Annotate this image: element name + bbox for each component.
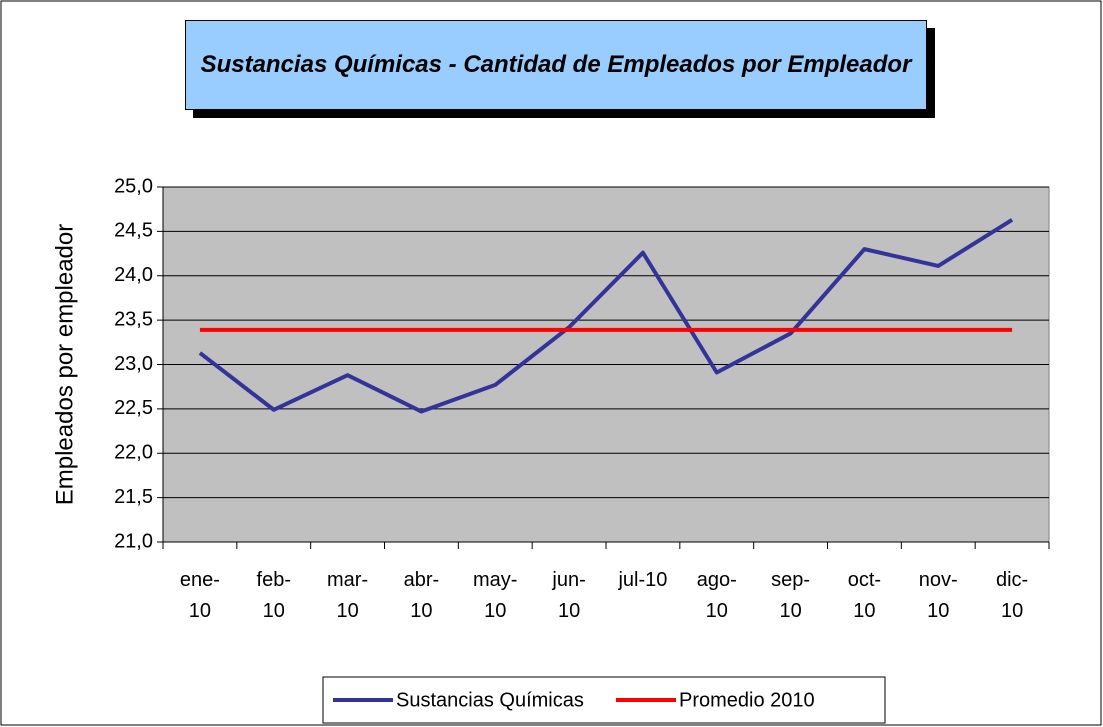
x-tick-label: abr-10 — [403, 569, 440, 622]
y-tick-label: 22,5 — [114, 397, 153, 419]
y-tick-label: 21,0 — [114, 530, 153, 552]
x-tick-label: oct-10 — [847, 569, 882, 622]
y-tick-label: 25,0 — [114, 175, 153, 197]
x-tick-label: feb-10 — [256, 569, 291, 622]
legend-label: Sustancias Químicas — [396, 689, 584, 711]
y-tick-label: 23,5 — [114, 308, 153, 330]
y-tick-label: 24,0 — [114, 264, 153, 286]
legend-label: Promedio 2010 — [679, 689, 815, 711]
series-line — [198, 218, 1014, 414]
x-tick-label: dic-10 — [995, 569, 1029, 622]
x-tick-label: ago-10 — [696, 569, 737, 622]
y-tick-label: 21,5 — [114, 486, 153, 508]
x-tick-label: jun-10 — [552, 569, 586, 622]
x-tick-label: may-10 — [473, 569, 518, 622]
y-tick-label: 24,5 — [114, 220, 153, 242]
y-axis-label: Empleados por empleador — [51, 224, 78, 506]
x-tick-label: jul-10 — [618, 569, 668, 591]
legend-box — [322, 676, 886, 724]
y-tick-label: 23,0 — [114, 353, 153, 375]
x-tick-label: sep-10 — [771, 569, 811, 622]
chart-title: Sustancias Químicas - Cantidad de Emplea… — [185, 20, 927, 110]
x-tick-label: nov-10 — [918, 569, 958, 622]
x-tick-label: mar-10 — [327, 569, 369, 622]
x-tick-label: ene-10 — [179, 569, 220, 622]
y-tick-label: 22,0 — [114, 442, 153, 464]
